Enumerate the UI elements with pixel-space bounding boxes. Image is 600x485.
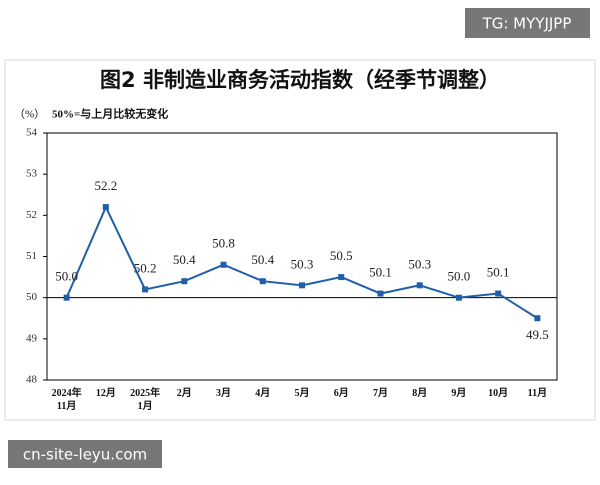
frame bbox=[4, 59, 596, 421]
y-tick-label: 54 bbox=[26, 127, 38, 139]
data-label: 50.3 bbox=[408, 256, 431, 271]
x-tick-label: 7月 bbox=[373, 387, 388, 399]
marker bbox=[534, 315, 541, 322]
watermark-box bbox=[8, 440, 162, 468]
x-tick-label: 3月 bbox=[216, 387, 231, 399]
y-tick-label: 49 bbox=[26, 332, 38, 344]
y-tick-label: 50 bbox=[26, 291, 38, 303]
x-tick-label: 12月 bbox=[96, 387, 116, 399]
x-tick-label: 2月 bbox=[177, 387, 192, 399]
marker bbox=[142, 286, 149, 293]
data-label: 50.0 bbox=[55, 269, 78, 284]
data-label: 52.2 bbox=[94, 178, 117, 193]
marker bbox=[416, 282, 423, 289]
y-tick-label: 53 bbox=[26, 168, 38, 180]
data-label: 50.8 bbox=[212, 236, 235, 251]
y-tick-label: 51 bbox=[26, 250, 37, 262]
marker bbox=[377, 290, 384, 297]
x-tick-label: 9月 bbox=[451, 387, 466, 399]
marker bbox=[181, 278, 188, 285]
x-tick-label: 8月 bbox=[412, 387, 427, 399]
data-label: 49.5 bbox=[526, 327, 549, 342]
marker bbox=[259, 278, 266, 285]
x-tick-label: 2024年 11月 bbox=[52, 386, 82, 412]
chart-title: 图2 非制造业商务活动指数（经季节调整） bbox=[100, 68, 500, 92]
marker bbox=[220, 261, 227, 268]
marker bbox=[63, 294, 70, 301]
x-tick-label: 2025年 1月 bbox=[130, 386, 160, 412]
note: 50%=与上月比较无变化 bbox=[52, 107, 168, 121]
y-tick-label: 48 bbox=[26, 374, 38, 386]
data-label: 50.0 bbox=[448, 269, 471, 284]
watermark: cn-site-leyu.com bbox=[23, 446, 147, 464]
x-tick-label: 6月 bbox=[334, 387, 349, 399]
y-tick-label: 52 bbox=[26, 209, 37, 221]
data-label: 50.4 bbox=[251, 252, 274, 267]
data-label: 50.4 bbox=[173, 252, 196, 267]
data-label: 50.1 bbox=[369, 265, 392, 280]
data-label: 50.3 bbox=[291, 256, 314, 271]
x-tick-label: 4月 bbox=[255, 387, 270, 399]
marker bbox=[299, 282, 305, 289]
x-tick-label: 11月 bbox=[528, 387, 547, 399]
data-label: 50.5 bbox=[330, 248, 353, 263]
marker bbox=[455, 294, 462, 301]
marker bbox=[338, 274, 345, 281]
marker bbox=[102, 204, 109, 211]
x-tick-label: 10月 bbox=[488, 387, 508, 399]
marker bbox=[495, 290, 502, 297]
watermark: TG: MYYJJPP bbox=[482, 15, 572, 33]
watermark-box bbox=[465, 8, 590, 38]
data-label: 50.2 bbox=[134, 260, 157, 275]
y-axis-label: （%） bbox=[14, 108, 45, 121]
x-tick-label: 5月 bbox=[295, 387, 310, 399]
data-label: 50.1 bbox=[487, 265, 510, 280]
